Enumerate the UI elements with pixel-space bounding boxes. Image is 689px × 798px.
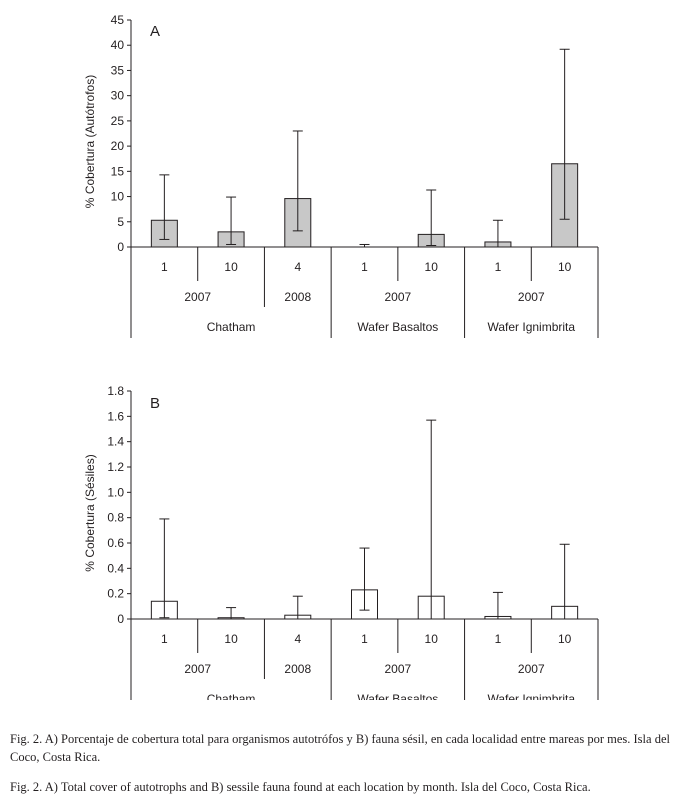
y-tick-label: 0 (117, 240, 124, 254)
location-label: Wafer Ignimbrita (487, 692, 575, 700)
y-tick-label: 1.2 (107, 460, 124, 474)
y-tick-label: 40 (111, 38, 125, 52)
month-label: 4 (294, 260, 301, 274)
y-tick-label: 20 (111, 139, 125, 153)
figure-caption-spanish: Fig. 2. A) Porcentaje de cobertura total… (10, 732, 670, 764)
year-label: 2008 (284, 290, 311, 304)
month-label: 10 (425, 260, 439, 274)
y-tick-label: 45 (111, 13, 125, 27)
y-tick-label: 1.0 (107, 485, 124, 499)
location-label: Chatham (207, 692, 256, 700)
y-axis-title: % Cobertura (Sésiles) (83, 454, 97, 571)
year-label: 2007 (184, 662, 211, 676)
y-tick-label: 0.8 (107, 511, 124, 525)
year-label: 2007 (184, 290, 211, 304)
y-tick-label: 5 (117, 215, 124, 229)
location-label: Wafer Basaltos (357, 692, 438, 700)
location-label: Chatham (207, 320, 256, 334)
y-tick-label: 0.4 (107, 561, 124, 575)
month-label: 4 (294, 632, 301, 646)
year-label: 2008 (284, 662, 311, 676)
figure-caption-english: Fig. 2. A) Total cover of autotrophs and… (10, 780, 591, 794)
month-label: 1 (161, 260, 168, 274)
month-label: 10 (425, 632, 439, 646)
month-label: 1 (495, 260, 502, 274)
y-tick-label: 1.4 (107, 435, 124, 449)
y-tick-label: 1.6 (107, 409, 124, 423)
year-label: 2007 (518, 290, 545, 304)
y-axis-title: % Cobertura (Autótrofos) (83, 75, 97, 208)
location-label: Wafer Basaltos (357, 320, 438, 334)
y-tick-label: 1.8 (107, 384, 124, 398)
month-label: 1 (161, 632, 168, 646)
panel-label: B (150, 395, 160, 412)
y-tick-label: 0 (117, 612, 124, 626)
y-tick-label: 35 (111, 63, 125, 77)
location-label: Wafer Ignimbrita (487, 320, 575, 334)
y-tick-label: 0.2 (107, 587, 124, 601)
y-tick-label: 30 (111, 89, 125, 103)
panel-b: 0 0.2 0.4 0.6 0.8 1.0 1.2 1.4 1.6 1.8 % Cobertura … (83, 384, 599, 700)
month-label: 10 (224, 260, 238, 274)
year-label: 2007 (385, 662, 412, 676)
month-label: 1 (361, 260, 368, 274)
year-label: 2007 (385, 290, 412, 304)
y-tick-label: 25 (111, 114, 125, 128)
year-label: 2007 (518, 662, 545, 676)
y-tick-label: 0.6 (107, 536, 124, 550)
month-label: 1 (495, 632, 502, 646)
panel-label: A (150, 23, 160, 40)
y-tick-label: 10 (111, 190, 125, 204)
month-label: 10 (558, 632, 572, 646)
month-label: 10 (558, 260, 572, 274)
y-tick-label: 15 (111, 164, 125, 178)
month-label: 10 (224, 632, 238, 646)
panel-a: 0 5 10 15 20 25 30 35 40 45 % Cobertura (Autótrofo… (83, 13, 599, 338)
month-label: 1 (361, 632, 368, 646)
